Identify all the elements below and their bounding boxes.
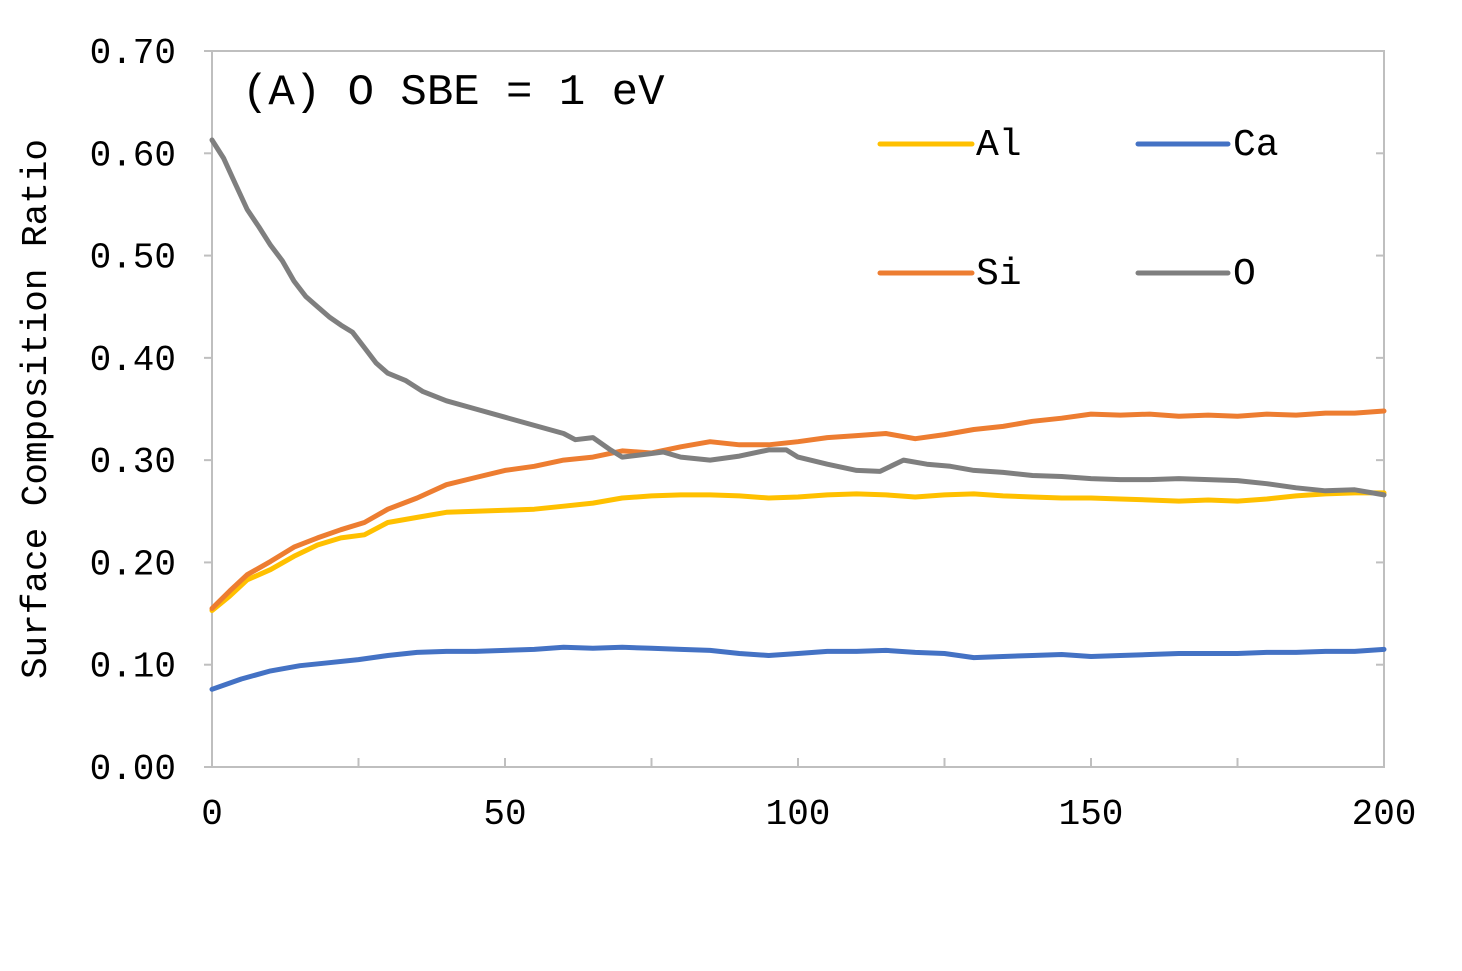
x-tick-label: 200 bbox=[1352, 794, 1417, 835]
series-line-si bbox=[209, 408, 1387, 611]
y-tick-label: 0.70 bbox=[90, 33, 176, 74]
legend: Al Ca Si O bbox=[877, 124, 1279, 296]
x-tick-label: 0 bbox=[201, 794, 223, 835]
x-tick-label: 50 bbox=[483, 794, 526, 835]
y-tick-label: 0.30 bbox=[90, 442, 176, 483]
legend-label-ca: Ca bbox=[1233, 124, 1279, 167]
series-line-o bbox=[209, 137, 1387, 498]
y-tick-label: 0.60 bbox=[90, 135, 176, 176]
series-line-ca bbox=[209, 644, 1387, 692]
legend-label-al: Al bbox=[976, 124, 1022, 167]
x-tick-label: 150 bbox=[1059, 794, 1124, 835]
x-tick-label: 100 bbox=[766, 794, 831, 835]
y-tick-label: 0.40 bbox=[90, 340, 176, 381]
y-tick-label: 0.20 bbox=[90, 544, 176, 585]
y-tick-label: 0.50 bbox=[90, 238, 176, 279]
legend-label-o: O bbox=[1233, 253, 1256, 296]
y-tick-label: 0.00 bbox=[90, 749, 176, 790]
series-line-al bbox=[209, 490, 1387, 613]
plot-frame bbox=[211, 50, 1385, 768]
chart-annotation: (A) O SBE = 1 eV bbox=[242, 68, 665, 118]
y-axis-title: Surface Composition Ratio bbox=[16, 139, 57, 679]
legend-label-si: Si bbox=[976, 253, 1022, 296]
y-tick-label: 0.10 bbox=[90, 647, 176, 688]
